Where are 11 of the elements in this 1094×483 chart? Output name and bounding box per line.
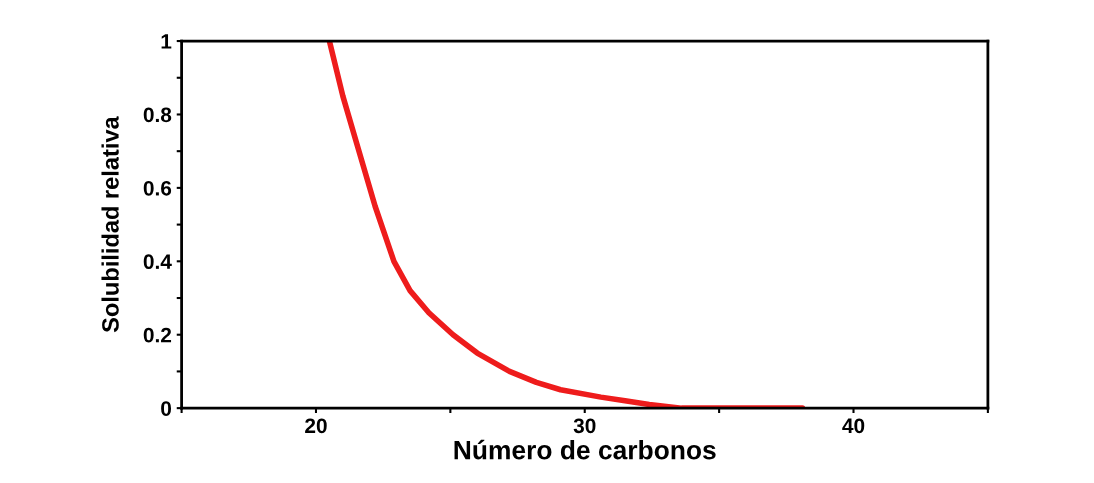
x-tick-label: 30 [573, 418, 596, 434]
x-axis-title: Número de carbonos [454, 439, 716, 460]
y-tick-label: 0.6 [143, 180, 172, 196]
y-tick-label: 0 [161, 401, 172, 416]
y-axis-title: Solubilidad relativa [101, 116, 119, 333]
y-tick-label: 0.8 [143, 107, 172, 123]
x-tick-label: 20 [305, 418, 327, 434]
y-tick-label: 0.4 [143, 254, 172, 270]
x-tick-label: 40 [842, 418, 865, 434]
y-tick-label: 0.2 [143, 327, 172, 343]
y-tick-label: 1 [161, 34, 172, 49]
